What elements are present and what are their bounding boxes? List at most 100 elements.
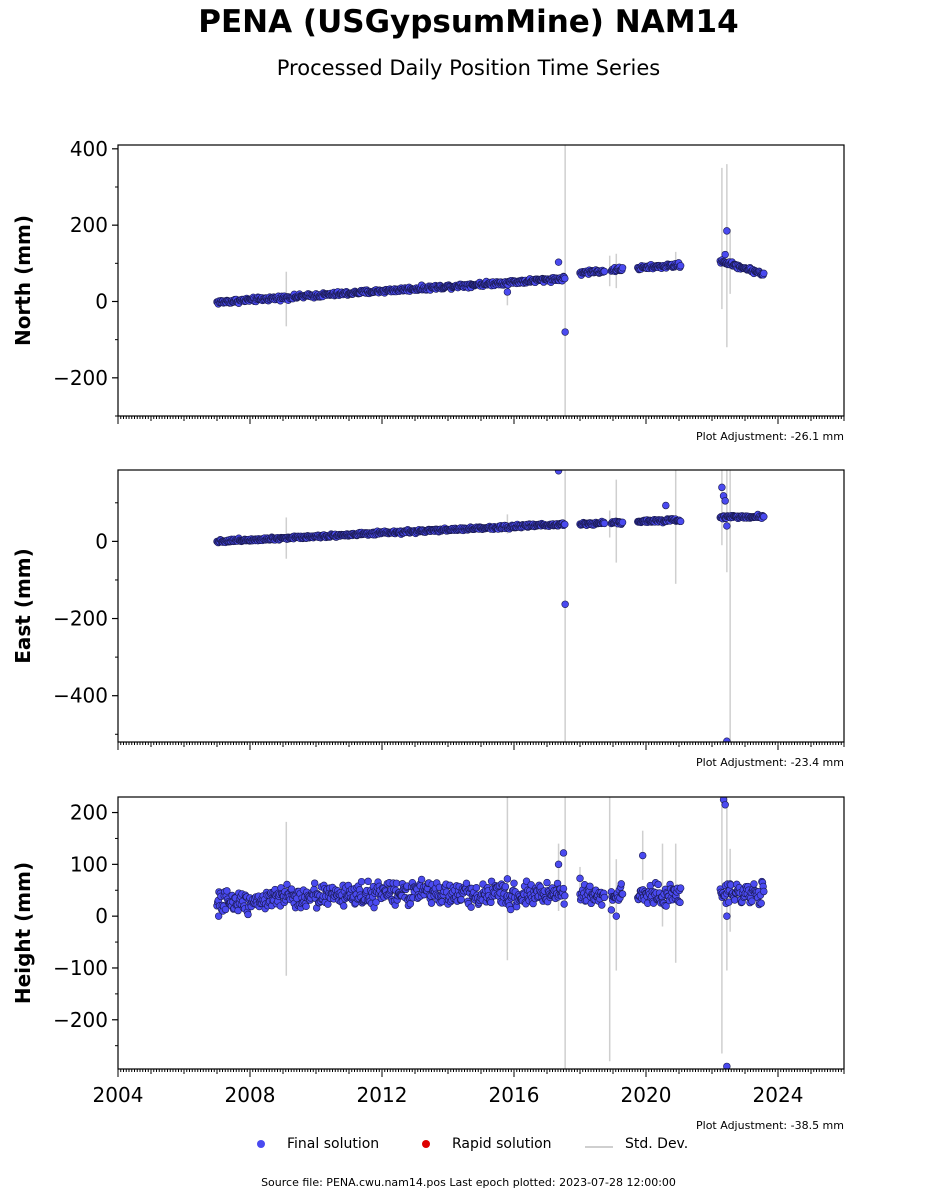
final-solution-point <box>600 267 609 276</box>
std-dev-line-icon <box>585 1146 613 1148</box>
final-solution-point <box>748 897 756 905</box>
axes-frame <box>117 469 845 743</box>
final-solution-point <box>662 501 670 510</box>
final-solution-point <box>723 522 731 530</box>
final-solution-point <box>559 849 568 857</box>
final-solution-point <box>560 900 568 908</box>
legend-rapid-label: Rapid solution <box>452 1136 552 1152</box>
y-tick-label: 200 <box>70 213 108 237</box>
final-solution-point <box>662 902 670 910</box>
final-solution-point <box>676 898 684 907</box>
x-tick-label: 2012 <box>357 1083 408 1107</box>
final-solution-point <box>617 880 625 888</box>
final-solution-point <box>561 328 569 336</box>
final-solution-point <box>364 877 372 885</box>
final-solution-point <box>302 902 310 911</box>
final-solution-point <box>561 892 569 900</box>
plot-adjustment-label: Plot Adjustment: -26.1 mm <box>696 430 844 443</box>
final-solution-point <box>721 801 729 809</box>
y-tick-label: 100 <box>70 852 108 876</box>
final-solution-point <box>310 879 319 887</box>
final-solution-point <box>600 519 609 528</box>
x-tick-label: 2004 <box>93 1083 144 1107</box>
final-solution-point <box>417 875 426 884</box>
y-tick-label: 0 <box>95 904 108 928</box>
x-tick-label: 2020 <box>621 1083 672 1107</box>
final-solution-point <box>427 899 436 907</box>
legend-stddev-label: Std. Dev. <box>625 1136 689 1152</box>
final-solution-point <box>340 902 348 910</box>
final-solution-point <box>618 890 627 898</box>
final-solution-point <box>372 898 380 906</box>
final-solution-point <box>676 517 685 526</box>
plot-area <box>213 797 768 1069</box>
final-solution-point <box>543 878 551 887</box>
final-solution-point <box>618 264 627 272</box>
y-tick-label: 0 <box>95 529 108 553</box>
y-tick-label: −200 <box>53 1008 108 1032</box>
final-solution-point <box>561 520 569 529</box>
final-solution-point <box>586 882 594 891</box>
final-solution-point <box>561 274 569 283</box>
final-solution-point <box>501 882 510 891</box>
final-solution-point <box>723 737 731 742</box>
final-solution-point <box>214 912 223 920</box>
y-tick-label: −200 <box>53 366 108 390</box>
final-solution-point <box>598 901 606 909</box>
y-tick-label: −100 <box>53 956 108 980</box>
final-solution-point <box>244 910 252 919</box>
y-tick-label: −400 <box>53 684 108 708</box>
final-solution-point <box>654 880 662 889</box>
final-solution-point <box>561 600 569 608</box>
plot-area <box>213 145 768 416</box>
x-tick-label: 2016 <box>489 1083 540 1107</box>
final-solution-point <box>618 518 627 527</box>
legend-final-label: Final solution <box>287 1136 380 1152</box>
final-solution-point <box>467 903 475 911</box>
plot-area <box>213 470 768 742</box>
final-solution-point <box>457 895 465 904</box>
axes-frame <box>117 796 845 1070</box>
final-solution-point <box>503 288 512 296</box>
final-solution-point <box>600 893 609 902</box>
chart-subtitle: Processed Daily Position Time Series <box>276 56 661 80</box>
final-solution-point <box>760 269 768 278</box>
final-solution-point <box>721 250 729 259</box>
y-tick-label: 200 <box>70 801 108 825</box>
x-tick-label: 2008 <box>225 1083 276 1107</box>
final-solution-point <box>750 880 758 888</box>
final-solution-point <box>723 1062 731 1069</box>
y-axis-label: East (mm) <box>11 548 35 664</box>
chart-title: PENA (USGypsumMine) NAM14 <box>198 4 739 40</box>
y-tick-label: −200 <box>53 607 108 631</box>
final-solution-point <box>472 884 481 892</box>
final-solution-point <box>757 899 765 907</box>
final-solution-point <box>723 912 731 920</box>
rapid-solution-marker-icon <box>422 1140 430 1148</box>
y-axis-label: North (mm) <box>11 215 35 346</box>
final-solution-point <box>676 262 685 270</box>
final-solution-point <box>554 258 563 266</box>
y-tick-label: 400 <box>70 137 108 161</box>
panel-east: −400 −200 0 East (mm) Plot Adjustment: -23.4… <box>11 469 845 769</box>
final-solution-point <box>554 470 563 475</box>
final-solution-point <box>676 884 685 892</box>
final-solution-point <box>721 497 729 505</box>
final-solution-point <box>223 887 231 895</box>
final-solution-point <box>462 879 471 888</box>
x-tick-label: 2024 <box>753 1083 804 1107</box>
y-tick-label: 0 <box>95 289 108 313</box>
final-solution-point <box>760 513 768 521</box>
final-solution-point <box>507 905 515 914</box>
final-solution-point <box>638 851 647 860</box>
final-solution-point <box>718 483 726 492</box>
final-solution-point <box>559 884 568 893</box>
final-solution-point <box>576 874 584 883</box>
final-solution-point <box>723 227 731 235</box>
plot-adjustment-label: Plot Adjustment: -23.4 mm <box>696 756 844 769</box>
plot-adjustment-label: Plot Adjustment: -38.5 mm <box>696 1119 844 1132</box>
final-solution-point <box>760 887 768 896</box>
source-footer: Source file: PENA.cwu.nam14.pos Last epo… <box>261 1176 676 1189</box>
final-solution-point <box>607 906 616 914</box>
